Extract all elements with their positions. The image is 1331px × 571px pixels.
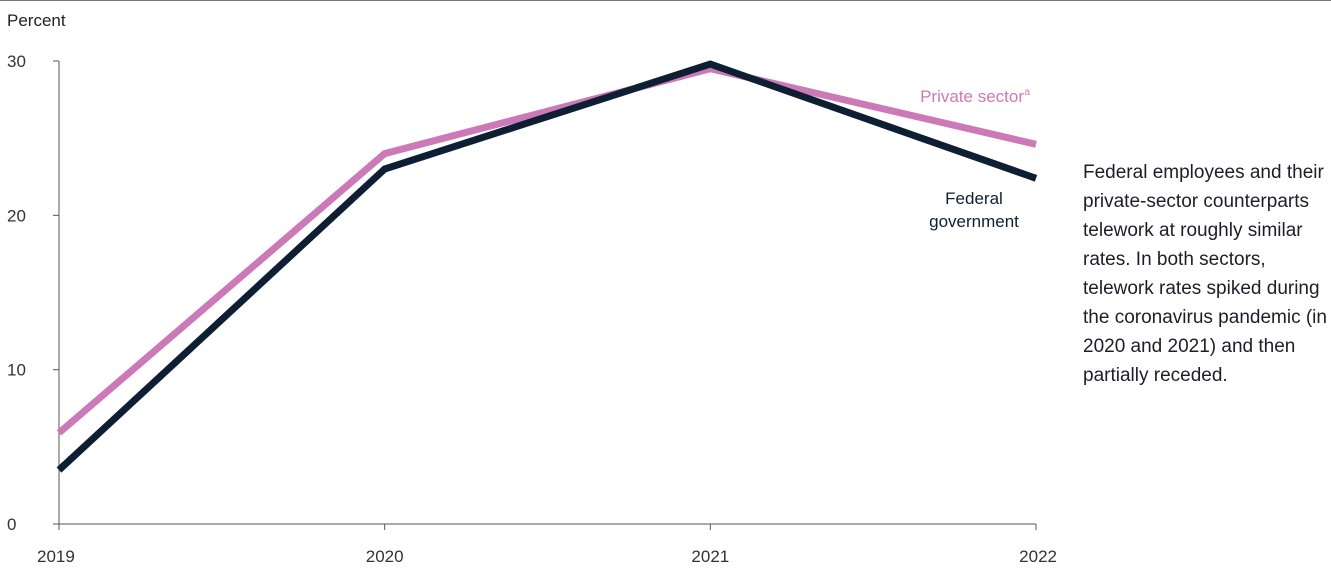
federal-government-line (56, 60, 1038, 473)
y-axis-label: Percent (7, 11, 66, 30)
federal-government-label: government (929, 212, 1019, 231)
y-tick-label: 0 (7, 515, 16, 534)
y-tick-label: 20 (7, 206, 26, 225)
x-tick-label: 2020 (366, 547, 404, 566)
private-sector-footnote-marker: a (1024, 87, 1030, 98)
x-tick-label: 2021 (691, 547, 729, 566)
series-labels: Private sector a Federal government (920, 87, 1030, 231)
x-tick-label: 2022 (1019, 547, 1057, 566)
federal-government-label: Federal (945, 189, 1003, 208)
y-ticks: 0 10 20 30 (7, 52, 59, 534)
private-sector-label: Private sector (920, 87, 1024, 106)
axes (58, 61, 1036, 525)
x-ticks: 2019 2020 2021 2022 (37, 524, 1057, 566)
y-tick-label: 30 (7, 52, 26, 71)
private-sector-line (56, 65, 1037, 436)
y-tick-label: 10 (7, 361, 26, 380)
x-tick-label: 2019 (37, 547, 75, 566)
line-chart: Percent 0 10 20 30 2019 2020 2021 2022 Private… (7, 11, 1057, 566)
top-rule (0, 0, 1331, 1)
chart-annotation: Federal employees and their private-sect… (1083, 162, 1327, 386)
series-lines (56, 60, 1038, 473)
